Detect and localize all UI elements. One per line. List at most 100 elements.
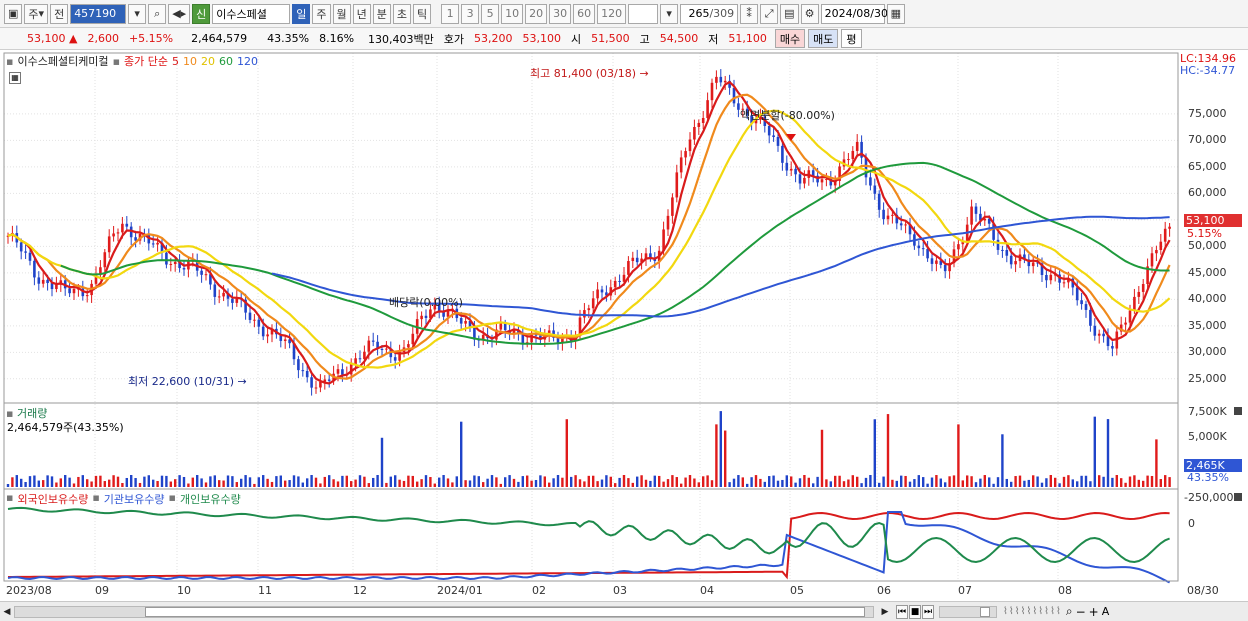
- panel-close-icon[interactable]: [1234, 493, 1242, 501]
- volume-bar: [257, 477, 260, 487]
- nav-first-icon[interactable]: ⏮: [896, 604, 908, 619]
- gear-icon[interactable]: ⚙: [800, 3, 819, 24]
- volume-bar: [570, 476, 573, 487]
- grid-toggle-icon[interactable]: ▦: [9, 72, 21, 84]
- minute-tab[interactable]: 60: [573, 3, 596, 24]
- volume-bar: [886, 414, 890, 487]
- minute-tab[interactable]: 5: [481, 3, 500, 24]
- period-tab[interactable]: 주: [312, 3, 331, 24]
- low-price: 51,100: [728, 32, 767, 45]
- chart-menu-icon[interactable]: ▣: [4, 3, 23, 24]
- minute-tab[interactable]: 30: [549, 3, 572, 24]
- volume-bar: [42, 480, 45, 487]
- scroll-right-icon[interactable]: ▶: [881, 606, 889, 617]
- volume-bar: [279, 475, 282, 487]
- minute-custom-input[interactable]: [628, 3, 659, 24]
- zoom-in-icon[interactable]: +: [1088, 604, 1099, 619]
- speaker-icon[interactable]: ◀▸: [168, 3, 191, 24]
- candle-body: [134, 237, 137, 241]
- stock-code-input[interactable]: 457190: [70, 3, 127, 24]
- volume-bar: [1142, 480, 1145, 487]
- zoom-icon[interactable]: ⌕: [1065, 604, 1073, 618]
- candle-body: [776, 137, 780, 146]
- candle-body: [649, 253, 652, 259]
- count-input[interactable]: 265/309: [680, 3, 739, 24]
- volume-bar: [1159, 479, 1162, 487]
- stock-name-field[interactable]: 이수스페셜: [212, 3, 291, 24]
- high-label: 고: [639, 32, 650, 46]
- candle-body: [605, 292, 608, 296]
- volume-bar: [794, 482, 797, 487]
- tool-icons[interactable]: ⌇⌇⌇⌇⌇⌇⌇⌇⌇⌇: [1003, 606, 1062, 617]
- period-tab[interactable]: 월: [332, 3, 351, 24]
- chart-area[interactable]: ▪ 이수스페셜티케미컬 ▪ 종가 단순 5 10 20 60 120 ▦ 최고 …: [0, 50, 1248, 601]
- candle-body: [178, 261, 181, 269]
- period-type-select[interactable]: 주 ▾: [24, 3, 49, 24]
- candle-body: [1067, 278, 1070, 283]
- speed-slider-thumb[interactable]: [980, 606, 990, 617]
- split-view-icon[interactable]: ⁑: [740, 3, 759, 24]
- minute-tab[interactable]: 3: [461, 3, 480, 24]
- minute-tab[interactable]: 1: [441, 3, 460, 24]
- period-tab[interactable]: 분: [372, 3, 391, 24]
- zoom-out-icon[interactable]: −: [1075, 604, 1086, 619]
- price-tick-label: 70,000: [1188, 133, 1227, 147]
- volume-bar: [1054, 477, 1057, 487]
- scroll-track[interactable]: [14, 605, 874, 618]
- volume-bar: [1111, 477, 1114, 487]
- volume-bar: [196, 475, 199, 487]
- minute-tab[interactable]: 10: [501, 3, 524, 24]
- volume-bar: [152, 479, 155, 487]
- minute-dropdown-icon[interactable]: ▾: [660, 3, 679, 24]
- code-dropdown-icon[interactable]: ▾: [128, 3, 147, 24]
- nav-last-icon[interactable]: ⏭: [922, 604, 934, 619]
- candle-body: [495, 329, 498, 340]
- save-icon[interactable]: ▤: [780, 3, 799, 24]
- sell-button[interactable]: 매도: [808, 29, 839, 48]
- volume-bar: [407, 475, 410, 487]
- candle-body: [1106, 336, 1110, 347]
- calendar-icon[interactable]: ▦: [886, 3, 905, 24]
- volume-bar: [781, 479, 784, 487]
- volume-bar: [900, 475, 903, 487]
- speed-slider[interactable]: [939, 605, 997, 618]
- price-tick-label: 25,000: [1188, 371, 1227, 385]
- minute-tab[interactable]: 120: [597, 3, 627, 24]
- buy-button[interactable]: 매수: [774, 29, 806, 48]
- candle-body: [688, 139, 692, 152]
- crosshair-icon[interactable]: ⤢: [760, 3, 779, 24]
- chart-canvas[interactable]: [0, 50, 1248, 601]
- font-size-icon[interactable]: A: [1101, 605, 1110, 618]
- x-axis-label: 2024/01: [437, 584, 483, 597]
- minute-tab[interactable]: 20: [525, 3, 548, 24]
- search-icon[interactable]: ⌕: [148, 3, 167, 24]
- x-axis-label: 10: [177, 584, 191, 597]
- period-tab[interactable]: 일: [292, 3, 311, 24]
- trade-amount: 130,403백만: [368, 32, 434, 46]
- avg-button[interactable]: 평: [841, 29, 862, 48]
- candle-body: [107, 236, 111, 253]
- candle-body: [165, 252, 168, 265]
- period-tab[interactable]: 초: [392, 3, 412, 24]
- volume-bar: [1089, 481, 1092, 487]
- scroll-thumb[interactable]: [145, 606, 865, 617]
- volume-bar: [504, 477, 507, 487]
- volume-bar: [442, 475, 445, 487]
- volume-bar: [262, 475, 265, 487]
- prev-button[interactable]: 전: [50, 3, 69, 24]
- period-tab[interactable]: 년: [352, 3, 371, 24]
- candle-body: [1155, 250, 1158, 254]
- candle-body: [235, 298, 239, 303]
- volume-bar: [1080, 475, 1083, 487]
- period-tab[interactable]: 틱: [413, 3, 432, 24]
- nav-stop-icon[interactable]: ■: [909, 604, 921, 619]
- candle-body: [6, 235, 10, 237]
- candle-body: [1045, 274, 1048, 281]
- candle-body: [767, 125, 771, 136]
- horizontal-scrollbar[interactable]: ◀ ▶ ⏮ ■ ⏭ ⌇⌇⌇⌇⌇⌇⌇⌇⌇⌇ ⌕ − + A: [0, 601, 1248, 621]
- candle-body: [503, 323, 507, 331]
- date-input[interactable]: 2024/08/30: [820, 3, 888, 24]
- candle-body: [825, 178, 828, 180]
- panel-close-icon[interactable]: [1234, 407, 1242, 415]
- scroll-left-icon[interactable]: ◀: [3, 606, 11, 617]
